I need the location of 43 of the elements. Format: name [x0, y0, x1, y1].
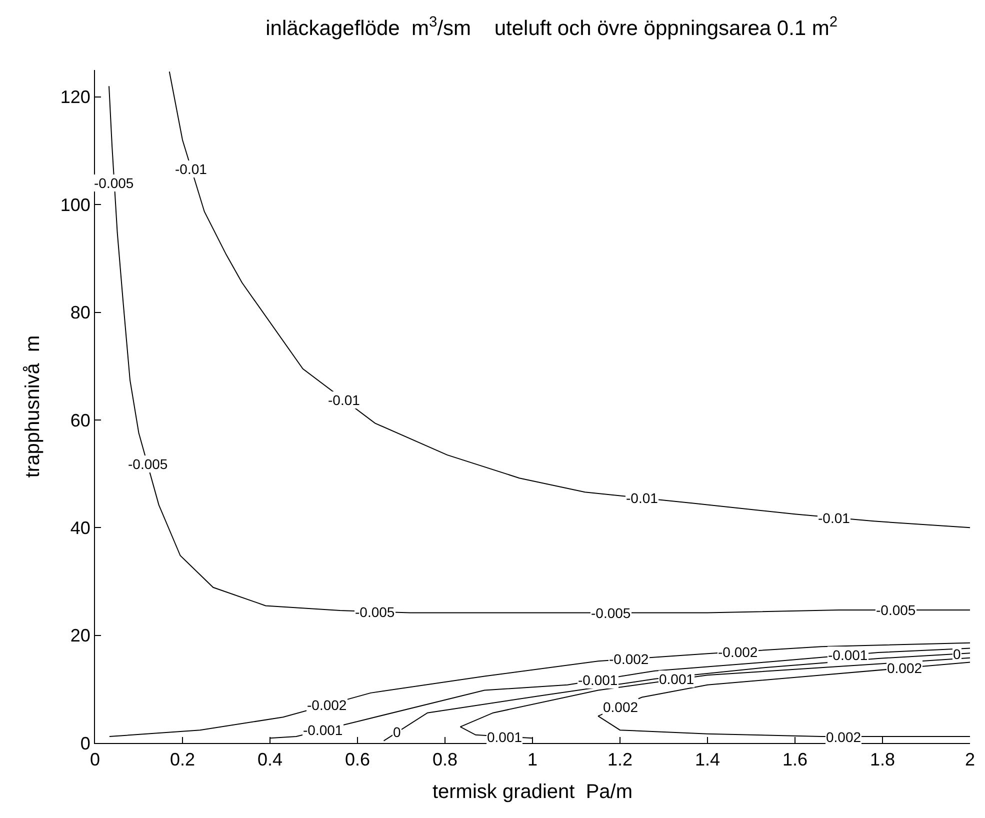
annotation: 0.002 — [826, 729, 862, 745]
y-tick-label: 60 — [70, 410, 90, 430]
annotation: -0.001 — [578, 672, 618, 688]
y-tick-label: 0 — [80, 733, 90, 754]
x-axis-title: termisk gradient Pa/m — [432, 781, 633, 804]
annotation: -0.01 — [328, 392, 360, 408]
annotation: -0.005 — [355, 604, 395, 620]
annotation: -0.001 — [303, 722, 343, 738]
y-axis-title: trapphusnivå m — [22, 335, 44, 478]
annotation: -0.01 — [818, 510, 850, 526]
x-tick-label: 1.4 — [694, 750, 720, 770]
x-tick-label: 1.8 — [870, 750, 896, 770]
y-tick-label: 120 — [60, 87, 90, 108]
annotation: -0.002 — [307, 697, 347, 713]
x-tick-label: 0.8 — [432, 750, 458, 770]
y-tick-label: 100 — [60, 194, 90, 215]
annotation: -0.002 — [609, 651, 649, 667]
annotation: -0.002 — [718, 644, 758, 660]
chart-title: inläckageflöde m$^{3}$/sm uteluft och övre öppningsarea 0.1 m$^{2}$ — [266, 14, 838, 40]
annotation: -0.005 — [876, 602, 916, 618]
x-tick-label: 0.6 — [344, 750, 370, 770]
line-series — [168, 71, 970, 528]
x-tick-label: 1 — [527, 750, 538, 770]
annotation: 0.002 — [603, 699, 638, 715]
x-tick-label: 0.2 — [170, 750, 196, 770]
annotation: 0.001 — [487, 729, 522, 745]
annotation: 0 — [393, 724, 401, 740]
annotation: 0.002 — [887, 660, 922, 676]
annotation: -0.01 — [626, 490, 658, 506]
y-tick-label: 40 — [70, 518, 90, 538]
x-tick-label: 0.4 — [257, 750, 283, 770]
annotation: 0.001 — [659, 671, 694, 687]
annotation: -0.005 — [591, 605, 631, 621]
annotation: -0.005 — [128, 456, 168, 472]
annotation: -0.005 — [94, 175, 134, 191]
annotation: -0.01 — [175, 161, 208, 177]
x-tick-label: 2 — [964, 750, 976, 770]
annotation: -0.001 — [828, 647, 868, 663]
x-tick-label: 1.6 — [782, 750, 808, 770]
y-tick-label: 80 — [70, 302, 90, 323]
annotation: 0 — [953, 646, 961, 662]
y-tick-label: 20 — [70, 626, 90, 646]
x-tick-label: 1.2 — [607, 750, 633, 770]
